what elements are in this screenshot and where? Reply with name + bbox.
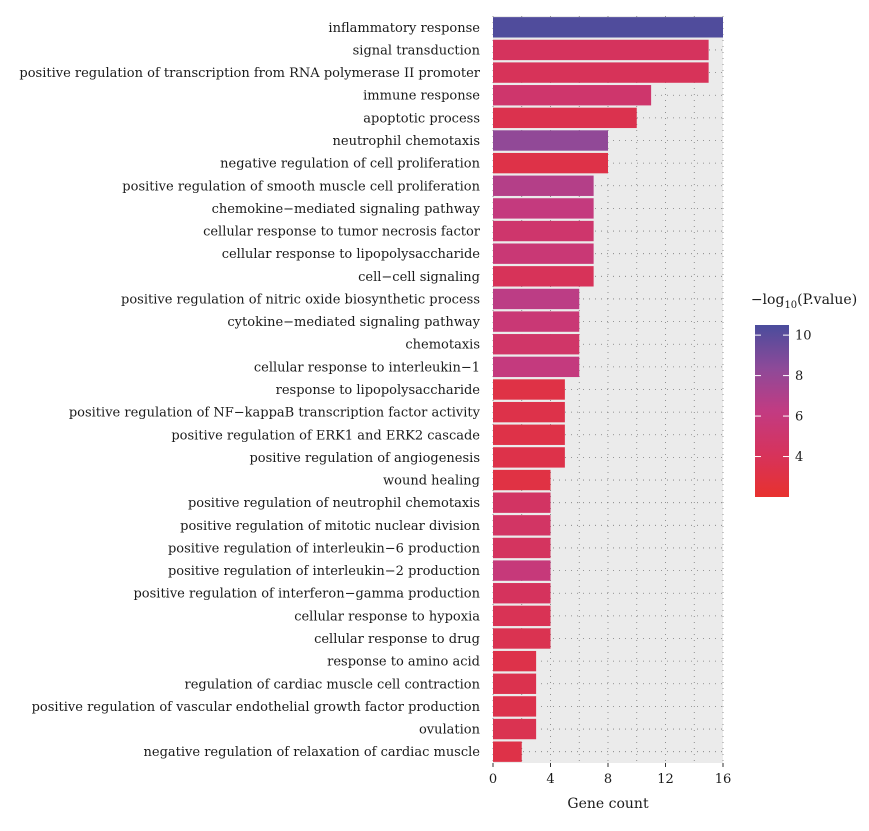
x-axis: 0 4 8 12 16 [489, 763, 731, 787]
bar [493, 39, 709, 61]
category-label: immune response [363, 89, 480, 104]
x-tick-label: 4 [546, 772, 554, 787]
category-label: cellular response to hypoxia [294, 609, 480, 624]
legend-tick-label: 10 [795, 329, 812, 344]
category-label: positive regulation of mitotic nuclear d… [180, 519, 480, 534]
category-label: chemokine−mediated signaling pathway [212, 202, 481, 217]
bar [493, 243, 594, 264]
bar [493, 583, 551, 604]
bar [493, 85, 652, 106]
bar [493, 356, 580, 378]
bar [493, 469, 551, 491]
bar [493, 379, 565, 400]
category-label: cytokine−mediated signaling pathway [227, 315, 480, 330]
bar [493, 718, 537, 740]
bar [493, 220, 594, 242]
x-tick-label: 16 [715, 772, 732, 787]
bar [493, 107, 637, 129]
bar [493, 741, 522, 762]
category-label: negative regulation of relaxation of car… [144, 745, 481, 760]
legend-colorbar [755, 325, 789, 497]
bar [493, 266, 594, 287]
x-tick-label: 12 [657, 772, 674, 787]
category-label: positive regulation of NF−kappaB transcr… [69, 406, 481, 421]
category-label: wound healing [383, 474, 480, 489]
bar [493, 537, 551, 559]
bar [493, 424, 565, 445]
category-label: chemotaxis [405, 338, 480, 353]
category-label: neutrophil chemotaxis [333, 134, 480, 149]
legend-title: −log10(P.value) [751, 292, 857, 311]
category-label: positive regulation of smooth muscle cel… [122, 179, 480, 194]
bar [493, 17, 723, 38]
legend-ticks: 4 6 8 10 [755, 329, 812, 465]
x-tick-label: 8 [604, 772, 612, 787]
category-label: cellular response to drug [314, 632, 480, 647]
category-label: positive regulation of interleukin−6 pro… [168, 541, 481, 556]
legend-tick-label: 4 [795, 450, 803, 465]
x-tick-label: 0 [489, 772, 497, 787]
bar [493, 696, 537, 717]
bar [493, 288, 580, 310]
legend-title-prefix: −log [751, 292, 785, 308]
legend-tick-label: 8 [795, 369, 803, 384]
category-label: positive regulation of angiogenesis [249, 451, 480, 466]
category-label: positive regulation of ERK1 and ERK2 cas… [171, 428, 480, 443]
bar [493, 673, 537, 694]
category-label: positive regulation of nitric oxide bios… [121, 292, 480, 307]
category-label: negative regulation of cell proliferatio… [220, 157, 480, 172]
category-label: signal transduction [353, 43, 481, 58]
category-label: positive regulation of interferon−gamma … [133, 587, 480, 602]
category-label: positive regulation of neutrophil chemot… [188, 496, 480, 511]
bar [493, 152, 608, 174]
category-label: positive regulation of transcription fro… [19, 66, 480, 81]
category-label: inflammatory response [328, 21, 480, 36]
category-labels: inflammatory response signal transduction… [19, 21, 480, 760]
category-label: response to lipopolysaccharide [276, 383, 481, 398]
category-label: positive regulation of interleukin−2 pro… [168, 564, 481, 579]
category-label: cellular response to interleukin−1 [254, 360, 480, 375]
bar [493, 447, 565, 468]
category-label: ovulation [419, 723, 481, 738]
bar [493, 175, 594, 196]
legend-title-suffix: (P.value) [797, 292, 857, 308]
x-axis-title: Gene count [567, 796, 649, 812]
bar [493, 130, 608, 151]
category-label: apoptotic process [363, 111, 480, 126]
category-label: regulation of cardiac muscle cell contra… [185, 677, 481, 692]
bar [493, 650, 537, 672]
bar [493, 605, 551, 627]
category-label: cell−cell signaling [358, 270, 480, 285]
category-label: cellular response to tumor necrosis fact… [203, 225, 481, 240]
bar [493, 492, 551, 513]
legend-tick-label: 6 [795, 410, 803, 425]
bars [493, 17, 723, 762]
bar [493, 198, 594, 219]
bar [493, 62, 709, 83]
category-label: response to amino acid [327, 655, 480, 670]
bar [493, 401, 565, 423]
bar [493, 628, 551, 649]
bar [493, 515, 551, 536]
bar [493, 311, 580, 332]
bar [493, 334, 580, 355]
legend-title-subscript: 10 [784, 300, 797, 311]
category-label: cellular response to lipopolysaccharide [222, 247, 481, 262]
category-label: positive regulation of vascular endothel… [32, 700, 481, 715]
bar [493, 560, 551, 581]
